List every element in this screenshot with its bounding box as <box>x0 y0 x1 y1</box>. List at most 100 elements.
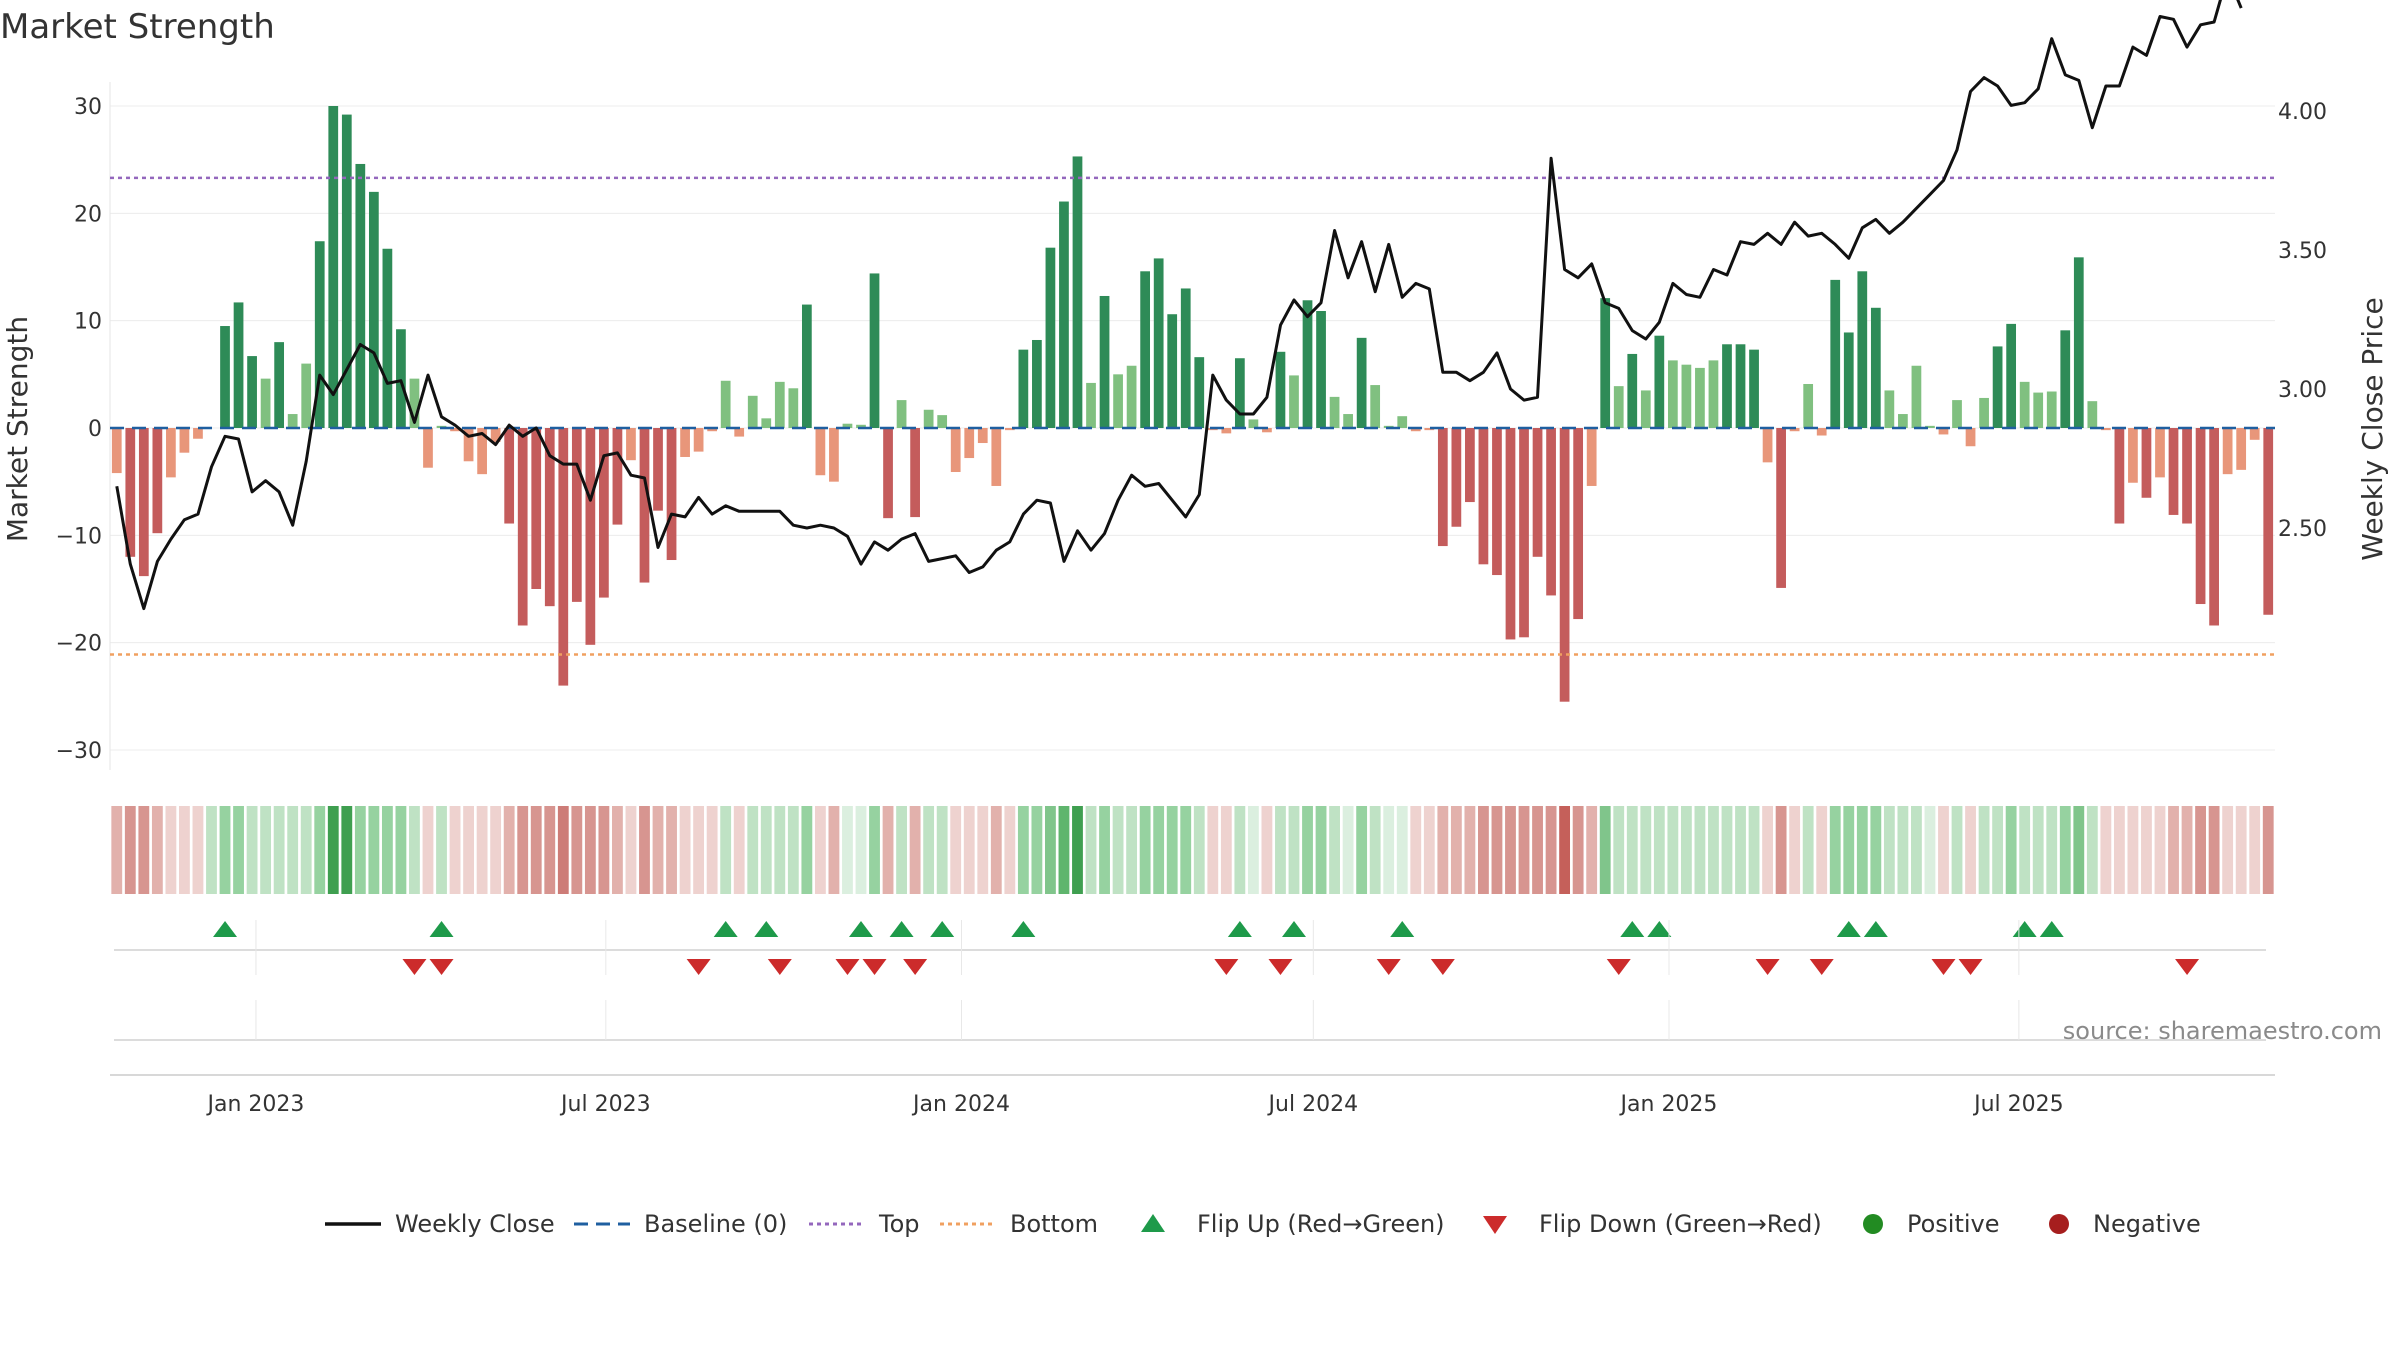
strength-bar <box>1465 428 1475 503</box>
strength-bar <box>1695 367 1705 428</box>
strip-cell <box>1640 806 1652 894</box>
strength-bar <box>2155 428 2165 478</box>
strength-bar <box>1857 271 1868 428</box>
strength-bar <box>1410 428 1421 432</box>
flip-down-marker <box>402 959 427 975</box>
legend-item: Weekly Close <box>325 1210 555 1238</box>
y2-tick-label: 3.00 <box>2278 378 2327 403</box>
strength-bar <box>2195 428 2206 605</box>
strip-cell <box>1153 806 1165 894</box>
strip-cell <box>571 806 583 894</box>
strip-cell <box>1911 806 1922 894</box>
strip-cell <box>1883 806 1895 894</box>
strength-bar <box>2114 428 2125 524</box>
flip-down-marker <box>1809 959 1834 975</box>
strip-cell <box>814 806 826 894</box>
strength-bar <box>138 428 149 577</box>
strength-bar <box>1708 360 1719 428</box>
strip-cell <box>1518 806 1530 894</box>
strength-bar <box>774 381 785 428</box>
legend: Weekly Close Baseline (0) Top Bottom Flip Up… <box>325 1210 2201 1238</box>
strength-bar <box>1992 346 2003 428</box>
legend-item: Flip Down (Green→Red) <box>1483 1210 1822 1238</box>
x-tick-label: Jan 2025 <box>1619 1092 1718 1117</box>
strength-bar <box>328 106 339 428</box>
strip-cell <box>2222 806 2234 894</box>
legend-label: Flip Down (Green→Red) <box>1539 1210 1822 1238</box>
strength-bar <box>368 191 379 428</box>
strength-bar <box>1248 419 1259 428</box>
flip-down-marker <box>429 959 454 975</box>
grid-layer <box>109 82 2275 770</box>
chart-title: Market Strength <box>0 7 275 47</box>
strength-bar <box>1979 397 1989 428</box>
strip-cell <box>2113 806 2125 894</box>
strength-bar <box>1532 428 1543 557</box>
legend-item: Bottom <box>940 1210 1098 1238</box>
strip-cell <box>1897 806 1909 894</box>
strip-cell <box>1207 806 1219 894</box>
strip-cell <box>1437 806 1449 894</box>
strength-bar <box>1302 300 1313 428</box>
strip-cell <box>1342 806 1354 894</box>
strength-bars <box>111 106 2274 702</box>
strength-bar <box>707 428 718 432</box>
legend-item: Top <box>809 1210 920 1238</box>
strength-bar <box>1059 201 1069 428</box>
legend-swatch <box>2049 1214 2069 1234</box>
strength-bar <box>815 428 826 476</box>
strip-cell <box>192 806 204 894</box>
strip-cell <box>760 806 772 894</box>
strength-bar <box>1262 428 1272 433</box>
strength-bar <box>1045 247 1056 428</box>
flip-down-marker <box>1606 959 1631 975</box>
strength-bar <box>341 114 352 428</box>
strip-cell <box>1992 806 2004 894</box>
strength-bar <box>1194 357 1205 428</box>
legend-item: Negative <box>2049 1210 2201 1238</box>
legend-label: Top <box>878 1210 920 1238</box>
strip-cell <box>2262 806 2274 894</box>
strength-bar <box>1437 428 1448 547</box>
strength-bar <box>1329 396 1340 428</box>
strip-cell <box>381 806 393 894</box>
strip-cell <box>530 806 542 894</box>
strip-cell <box>1478 806 1489 894</box>
strip-cell <box>2154 806 2166 894</box>
strip-cell <box>801 806 813 894</box>
strip-cell <box>138 806 150 894</box>
strip-cell <box>111 806 123 894</box>
strip-cell <box>1072 806 1083 894</box>
strength-bar <box>2128 428 2138 483</box>
strength-bar <box>1519 428 1529 638</box>
strength-bar <box>517 428 528 626</box>
strip-cell <box>1220 806 1232 894</box>
strip-cell <box>490 806 502 894</box>
strip-cell <box>1031 806 1043 894</box>
legend-label: Baseline (0) <box>644 1210 787 1238</box>
strip-cell <box>747 806 759 894</box>
strip-cell <box>2073 806 2085 894</box>
strength-bar <box>1803 383 1814 428</box>
flip-up-marker <box>848 921 873 937</box>
flip-up-marker <box>1281 921 1306 937</box>
y-tick-label: 0 <box>88 417 102 442</box>
strip-cell <box>1180 806 1192 894</box>
strip-cell <box>1938 806 1949 894</box>
strip-cell <box>287 806 299 894</box>
strip-cell <box>1762 806 1773 894</box>
strip-cell <box>314 806 326 894</box>
flip-down-marker <box>862 959 887 975</box>
strength-bar <box>1113 374 1123 428</box>
strip-cell <box>1572 806 1584 894</box>
flip-up-marker <box>713 921 738 937</box>
strength-bar <box>2209 428 2219 626</box>
strength-bar <box>111 428 122 474</box>
strength-bar <box>1478 428 1489 565</box>
color-strip <box>111 806 2274 894</box>
strength-bar <box>1884 390 1895 428</box>
strength-bar <box>1722 344 1732 428</box>
strip-cell <box>219 806 231 894</box>
strength-bar <box>991 428 1002 486</box>
